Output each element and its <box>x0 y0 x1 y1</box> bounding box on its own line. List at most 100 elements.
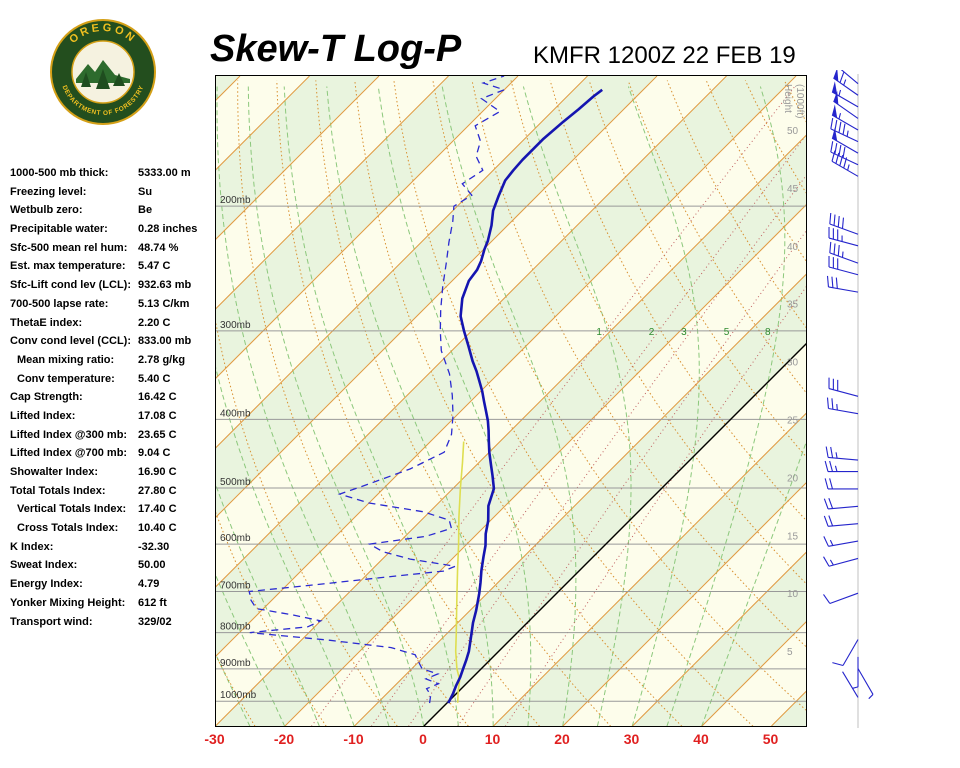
mixing-ratio-label: 3 <box>681 327 687 338</box>
wind-barb-icon <box>831 127 859 154</box>
wind-barb-icon <box>829 241 859 264</box>
height-label: 40 <box>787 242 799 253</box>
height-label: 5 <box>787 647 793 658</box>
index-row: Cap Strength: 16.42 C <box>10 391 215 410</box>
index-label: Conv temperature: <box>17 372 115 385</box>
wind-barb-icon <box>833 90 859 119</box>
mixing-ratio-label: 8 <box>765 327 771 338</box>
index-label: Wetbulb zero: <box>10 204 83 217</box>
logo-tree-icon <box>96 69 110 89</box>
logo-tree-icon <box>113 73 125 86</box>
index-label: 700-500 lapse rate: <box>10 297 109 310</box>
index-value: 612 ft <box>138 596 167 609</box>
index-row: Yonker Mixing Height: 612 ft <box>10 597 215 616</box>
skewt-plot: 200mb 300mb 400mb 500mb 600mb 700mb 800mb 900mb… <box>216 76 806 726</box>
pressure-label: 300mb <box>220 320 251 331</box>
index-value: -32.30 <box>138 540 170 553</box>
mixing-ratio-lines <box>310 86 806 726</box>
index-row: Lifted Index @300 mb: 23.65 C <box>10 429 215 448</box>
mixing-ratio-label: 2 <box>649 327 655 338</box>
index-label: Energy Index: <box>10 578 83 591</box>
index-label: Sweat Index: <box>10 559 78 572</box>
pressure-lines: 200mb 300mb 400mb 500mb 600mb 700mb 800mb 900mb… <box>216 195 806 702</box>
index-value: 2.78 g/kg <box>138 353 186 366</box>
index-row: Transport wind: 329/02 <box>10 616 215 635</box>
height-label: 35 <box>787 300 799 311</box>
index-value: Su <box>138 185 153 198</box>
index-value: 9.04 C <box>138 447 171 460</box>
index-label: Cross Totals Index: <box>17 522 119 535</box>
dewpoint-trace <box>248 76 507 704</box>
skewt-generated-layers: 200mb 300mb 400mb 500mb 600mb 700mb 800mb 900mb… <box>216 76 806 726</box>
index-value: 932.63 mb <box>138 279 192 292</box>
wind-barb-icon <box>831 104 859 131</box>
index-value: 48.74 % <box>138 241 179 254</box>
index-label: K Index: <box>10 540 54 553</box>
temp-axis-tick: -10 <box>343 731 364 747</box>
height-label: 50 <box>787 126 799 137</box>
index-row: Conv temperature: 5.40 C <box>10 373 215 392</box>
wind-barb-column <box>823 70 874 728</box>
index-row: Est. max temperature: 5.47 C <box>10 260 215 279</box>
index-value: 329/02 <box>138 615 172 628</box>
index-value: 5333.00 m <box>138 167 191 179</box>
chart-labels-layer: Height (1000ft) <box>782 84 805 118</box>
index-label: Lifted Index @700 mb: <box>10 447 128 460</box>
index-row: ThetaE index: 2.20 C <box>10 317 215 336</box>
index-label: Precipitable water: <box>10 223 108 236</box>
temp-axis-tick: -30 <box>204 731 225 747</box>
index-value: 0.28 inches <box>138 223 198 236</box>
wind-barb-icon <box>825 446 859 461</box>
temperature-axis: -30 -20 -10 0 10 20 30 40 50 <box>204 731 815 749</box>
wind-barb-icon <box>828 255 859 276</box>
index-label: Sfc-500 mean rel hum: <box>10 241 128 254</box>
wind-barb-icon <box>823 592 859 604</box>
wind-barb-icon <box>829 212 859 235</box>
wind-barb-icon <box>842 671 859 698</box>
index-label: Est. max temperature: <box>10 260 126 273</box>
index-value: 16.90 C <box>138 466 177 478</box>
index-value: 17.40 C <box>138 503 177 516</box>
index-row: Sweat Index: 50.00 <box>10 559 215 578</box>
index-value: 2.20 C <box>138 316 171 329</box>
index-row: Freezing level: Su <box>10 186 215 205</box>
index-value: 50.00 <box>138 559 166 572</box>
wind-barb-icon <box>823 556 859 567</box>
index-row: Total Totals Index: 27.80 C <box>10 485 215 504</box>
index-label: ThetaE index: <box>10 316 83 329</box>
wind-barb-icon <box>840 70 859 85</box>
index-row: Precipitable water: 0.28 inches <box>10 223 215 242</box>
skewt-chart-area: 200mb 300mb 400mb 500mb 600mb 700mb 800mb 900mb… <box>215 75 807 727</box>
moist-adiabats <box>216 86 806 726</box>
index-label: Mean mixing ratio: <box>17 353 115 366</box>
wind-barbs-layer <box>823 70 874 728</box>
wind-barb-icon <box>831 150 859 177</box>
index-row: 1000-500 mb thick: 5333.00 m <box>10 167 215 186</box>
temp-axis-tick: 0 <box>419 731 427 747</box>
index-row: Lifted Index: 17.08 C <box>10 410 215 429</box>
index-value: 17.08 C <box>138 409 177 422</box>
dry-adiabats <box>216 80 806 726</box>
index-row: Vertical Totals Index: 17.40 C <box>10 503 215 522</box>
index-label: Freezing level: <box>10 185 87 198</box>
height-axis-title-2: (1000ft) <box>794 84 805 118</box>
odf-logo-svg: OREGON DEPARTMENT OF FORESTRY <box>50 19 156 125</box>
temp-axis-tick: 10 <box>484 731 501 747</box>
wind-barb-icon <box>824 478 858 490</box>
index-row: Energy Index: 4.79 <box>10 578 215 597</box>
index-row: Wetbulb zero: Be <box>10 204 215 223</box>
index-row: Showalter Index: 16.90 C <box>10 466 215 485</box>
index-label: Lifted Index: <box>10 409 76 422</box>
index-row: Sfc-Lift cond lev (LCL): 932.63 mb <box>10 279 215 298</box>
wind-barb-icon <box>823 498 859 510</box>
wind-barb-icon <box>830 141 859 166</box>
temp-axis-tick: 40 <box>693 731 709 747</box>
temperature-trace <box>447 88 603 704</box>
pressure-label: 600mb <box>220 533 251 544</box>
temp-axis-tick: 50 <box>762 731 779 747</box>
dewpoint-trace-group <box>248 76 507 704</box>
height-axis-title-1: Height <box>782 84 793 113</box>
index-row: Lifted Index @700 mb: 9.04 C <box>10 447 215 466</box>
height-label: 25 <box>787 416 799 427</box>
index-value: 5.47 C <box>138 260 171 273</box>
